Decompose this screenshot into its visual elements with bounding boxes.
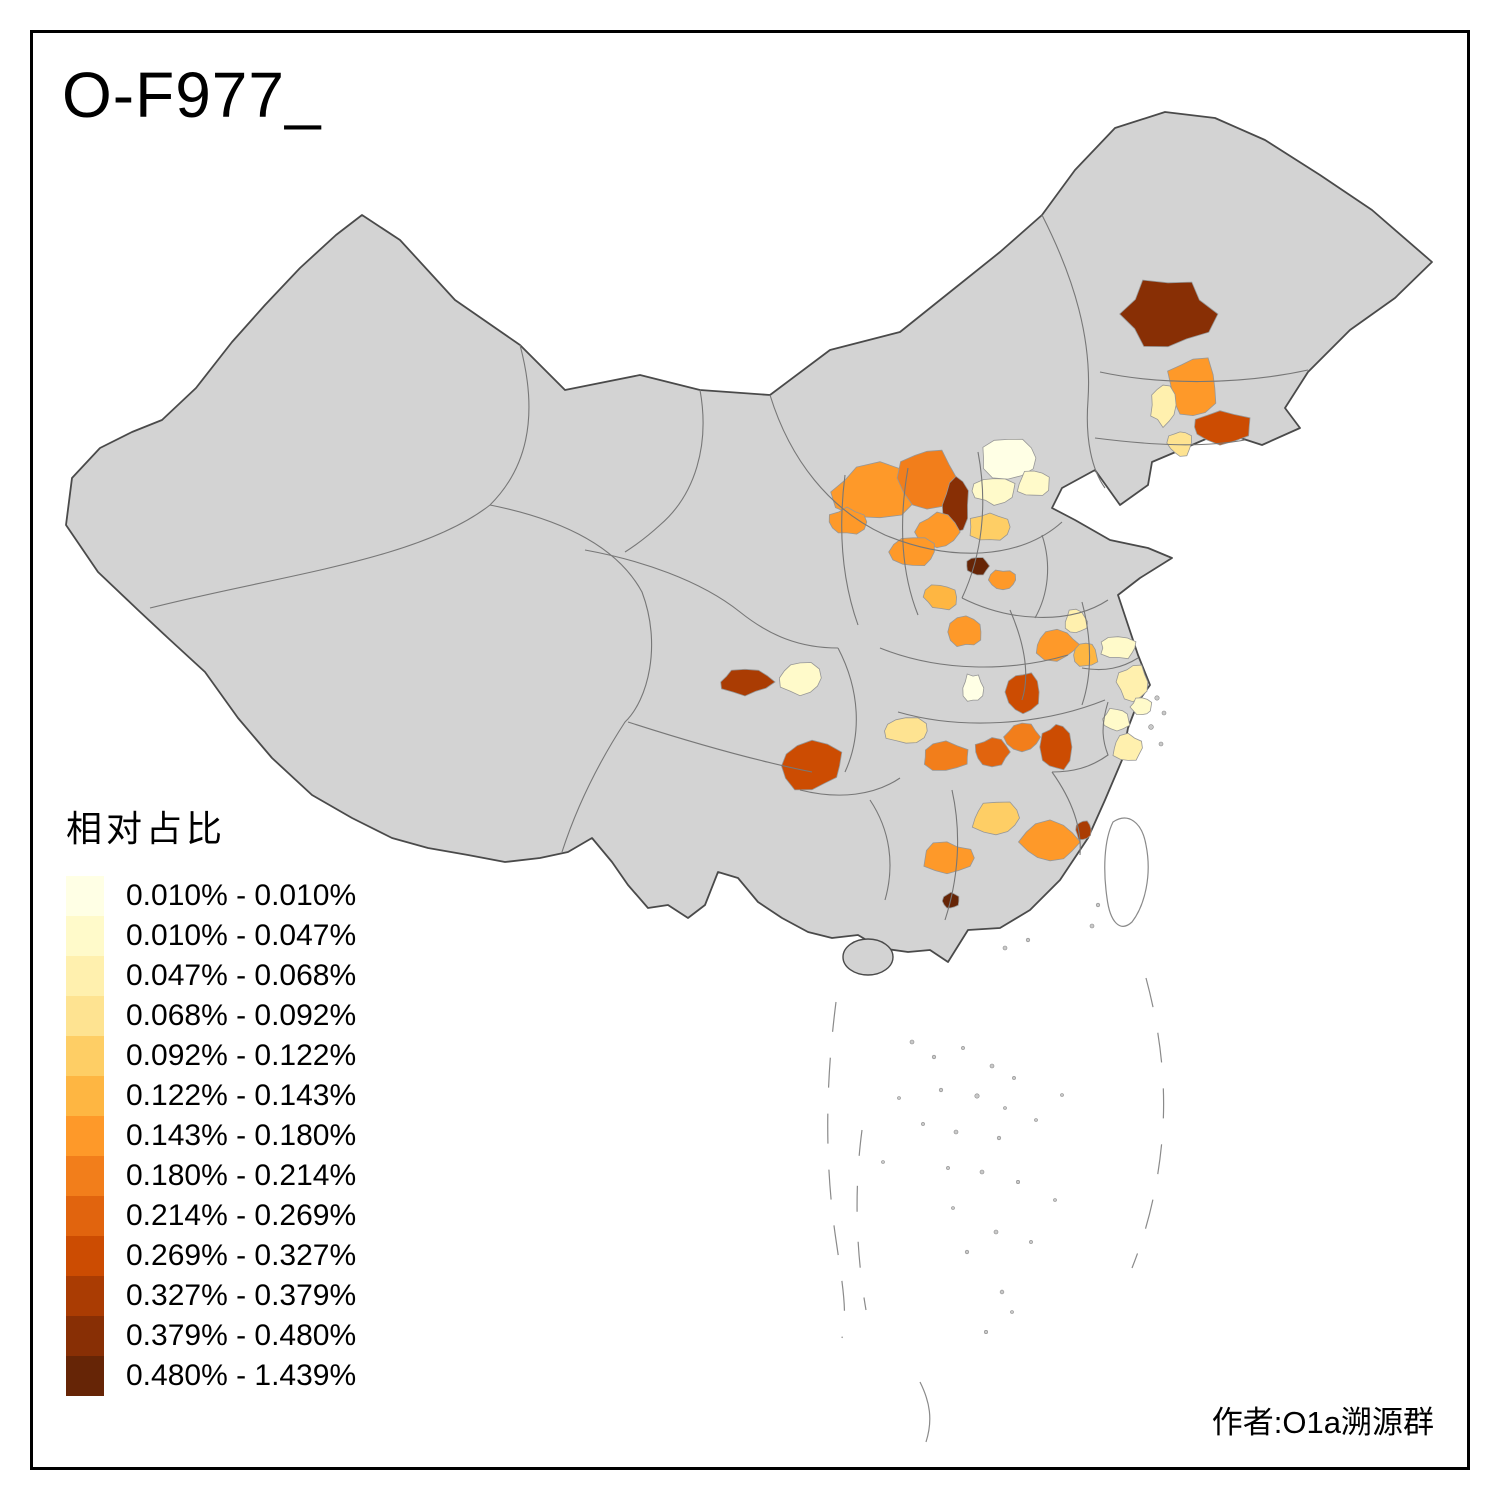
map-region [1039,723,1073,771]
legend-item: 0.180% - 0.214% [66,1156,356,1196]
map-region [1075,820,1092,840]
legend-swatch [66,956,104,996]
legend-items: 0.010% - 0.010% 0.010% - 0.047% 0.047% - 0… [66,876,356,1396]
map-region [1112,732,1143,761]
legend-label: 0.010% - 0.010% [126,879,357,912]
legend-item: 0.010% - 0.010% [66,876,356,916]
map-region [1150,384,1177,429]
legend-label: 0.122% - 0.143% [126,1079,357,1112]
legend-item: 0.480% - 1.439% [66,1356,356,1396]
legend-swatch [66,876,104,916]
legend-item: 0.092% - 0.122% [66,1036,356,1076]
map-region [923,740,969,771]
map-region [781,739,843,791]
legend: 相对占比 0.010% - 0.010% 0.010% - 0.047% 0.047… [66,800,356,1396]
legend-swatch [66,1316,104,1356]
map-region [720,668,776,697]
map-region [974,737,1011,768]
legend-item: 0.122% - 0.143% [66,1076,356,1116]
chart-title: O-F977_ [62,59,322,131]
legend-label: 0.010% - 0.047% [126,919,357,952]
map-region [1119,279,1219,348]
map-region [1004,672,1040,715]
legend-label: 0.214% - 0.269% [126,1199,357,1232]
legend-label: 0.092% - 0.122% [126,1039,357,1072]
map-region [1129,697,1153,716]
legend-swatch [66,996,104,1036]
map-region [922,584,958,611]
legend-item: 0.214% - 0.269% [66,1196,356,1236]
map-region [1003,722,1041,753]
legend-item: 0.269% - 0.327% [66,1236,356,1276]
map-region [1100,636,1137,660]
province-borders [149,214,1309,921]
map-region [971,801,1020,836]
legend-item: 0.327% - 0.379% [66,1276,356,1316]
china-outline [65,111,1433,963]
legend-swatch [66,1036,104,1076]
map-region [1194,410,1251,446]
legend-swatch [66,1116,104,1156]
hainan-island [842,938,894,976]
map-region [1102,707,1131,732]
map-region [884,717,928,744]
map-region [1035,628,1081,662]
legend-item: 0.010% - 0.047% [66,916,356,956]
map-region [969,512,1011,541]
highlighted-regions [720,279,1251,909]
legend-label: 0.068% - 0.092% [126,999,357,1032]
legend-label: 0.047% - 0.068% [126,959,357,992]
map-region [987,569,1017,591]
map-region [947,615,982,648]
legend-label: 0.327% - 0.379% [126,1279,357,1312]
map-region [982,438,1037,480]
legend-label: 0.269% - 0.327% [126,1239,357,1272]
taiwan-island [1089,817,1149,929]
legend-title: 相对占比 [66,808,227,849]
south-china-sea-islands [827,977,1165,1443]
legend-swatch [66,1276,104,1316]
legend-swatch [66,1196,104,1236]
legend-swatch [66,1356,104,1396]
legend-swatch [66,1156,104,1196]
map-region [1073,642,1099,667]
map-region [888,537,935,567]
legend-label: 0.180% - 0.214% [126,1159,357,1192]
legend-swatch [66,1076,104,1116]
legend-swatch [66,916,104,956]
legend-item: 0.143% - 0.180% [66,1116,356,1156]
legend-label: 0.379% - 0.480% [126,1319,357,1352]
map-region [1115,664,1149,703]
map-region [962,673,985,702]
legend-label: 0.480% - 1.439% [126,1359,357,1392]
map-region [828,506,868,535]
legend-label: 0.143% - 0.180% [126,1119,357,1152]
legend-item: 0.068% - 0.092% [66,996,356,1036]
legend-swatch [66,1236,104,1276]
coastal-islets [1002,695,1167,951]
author-credit: 作者:O1a溯源群 [1211,1405,1434,1440]
legend-item: 0.379% - 0.480% [66,1316,356,1356]
legend-item: 0.047% - 0.068% [66,956,356,996]
map-region [1166,431,1192,457]
map-region [1017,819,1081,862]
map-region [778,662,822,697]
map-region [1016,470,1050,496]
